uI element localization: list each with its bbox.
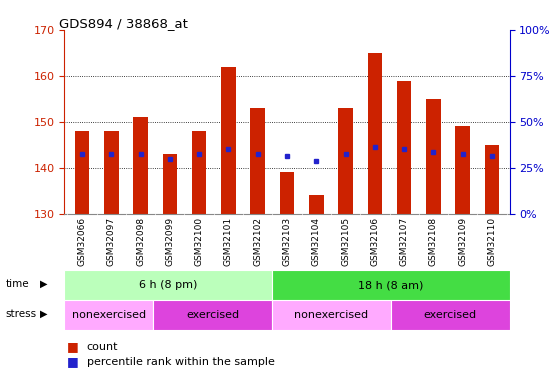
Bar xyxy=(272,300,391,330)
Text: GSM32098: GSM32098 xyxy=(136,216,145,266)
Text: percentile rank within the sample: percentile rank within the sample xyxy=(87,357,274,367)
Text: GSM32109: GSM32109 xyxy=(458,216,467,266)
Bar xyxy=(426,99,441,214)
Text: 18 h (8 am): 18 h (8 am) xyxy=(358,280,423,290)
Text: ■: ■ xyxy=(67,340,79,353)
Text: ▶: ▶ xyxy=(40,309,48,319)
Bar xyxy=(153,300,272,330)
Text: GSM32100: GSM32100 xyxy=(195,216,204,266)
Bar xyxy=(74,131,89,214)
Bar xyxy=(309,195,324,214)
Bar xyxy=(338,108,353,214)
Text: ▶: ▶ xyxy=(40,279,48,289)
Bar xyxy=(485,145,500,214)
Bar xyxy=(64,270,272,300)
Bar xyxy=(192,131,207,214)
Text: exercised: exercised xyxy=(424,310,477,320)
Text: 6 h (8 pm): 6 h (8 pm) xyxy=(139,280,198,290)
Text: exercised: exercised xyxy=(186,310,239,320)
Text: ■: ■ xyxy=(67,356,79,368)
Text: GSM32107: GSM32107 xyxy=(400,216,409,266)
Bar xyxy=(455,126,470,214)
Bar xyxy=(162,154,177,214)
Text: GSM32106: GSM32106 xyxy=(370,216,379,266)
Bar xyxy=(250,108,265,214)
Bar xyxy=(272,270,510,300)
Text: nonexercised: nonexercised xyxy=(72,310,146,320)
Text: GSM32110: GSM32110 xyxy=(488,216,497,266)
Bar xyxy=(133,117,148,214)
Bar xyxy=(64,300,153,330)
Text: stress: stress xyxy=(6,309,37,319)
Text: GSM32097: GSM32097 xyxy=(107,216,116,266)
Bar xyxy=(391,300,510,330)
Bar xyxy=(397,81,412,214)
Text: count: count xyxy=(87,342,118,352)
Text: time: time xyxy=(6,279,29,289)
Text: GSM32101: GSM32101 xyxy=(224,216,233,266)
Text: GSM32102: GSM32102 xyxy=(253,216,262,266)
Text: GDS894 / 38868_at: GDS894 / 38868_at xyxy=(59,17,188,30)
Text: nonexercised: nonexercised xyxy=(295,310,368,320)
Text: GSM32066: GSM32066 xyxy=(77,216,86,266)
Text: GSM32103: GSM32103 xyxy=(282,216,292,266)
Text: GSM32104: GSM32104 xyxy=(312,216,321,266)
Bar xyxy=(104,131,119,214)
Text: GSM32099: GSM32099 xyxy=(165,216,174,266)
Bar xyxy=(367,53,382,214)
Bar xyxy=(279,172,295,214)
Text: GSM32105: GSM32105 xyxy=(341,216,350,266)
Bar xyxy=(221,67,236,214)
Text: GSM32108: GSM32108 xyxy=(429,216,438,266)
